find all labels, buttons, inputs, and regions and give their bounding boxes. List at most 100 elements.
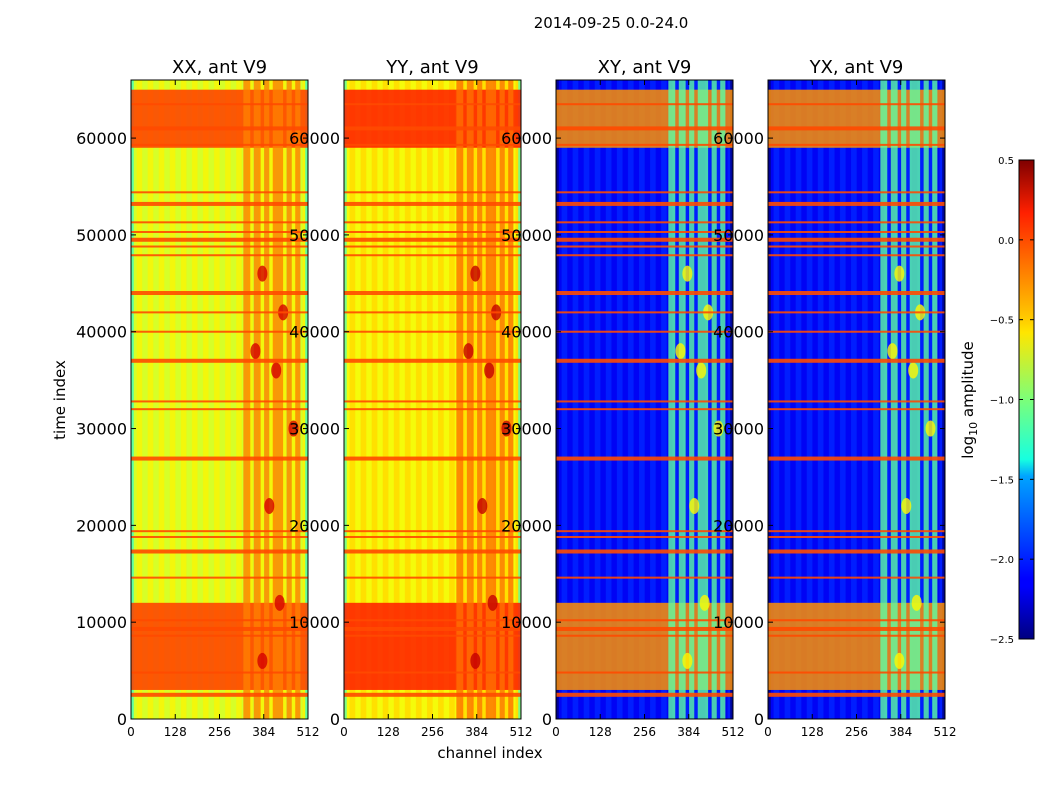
channel-stripe <box>817 80 824 719</box>
panel-0: XX, ant V9 0 128 256 384 512 0 10000 20000 30000 4… <box>76 57 319 739</box>
flagged-row <box>131 619 308 622</box>
x-tick-label: 256 <box>421 725 444 739</box>
colorbar-tick-label: −1.0 <box>990 396 1014 407</box>
panel-2: XY, ant V9 0 128 256 384 512 0 10000 20000 30000 4… <box>501 57 744 739</box>
colorbar-label-log: log <box>959 436 977 459</box>
channel-stripe <box>360 80 367 719</box>
flagged-row <box>344 576 521 579</box>
flagged-row <box>131 237 308 242</box>
flagged-row <box>344 692 521 697</box>
y-tick-label: 30000 <box>713 420 764 439</box>
rfi-blob <box>887 343 898 360</box>
rfi-blob <box>264 498 275 514</box>
figure-suptitle: 2014-09-25 0.0-24.0 <box>534 14 689 32</box>
flagged-row <box>556 408 733 411</box>
channel-stripe <box>355 80 362 719</box>
colorbar-label-subscript: 10 <box>967 422 980 436</box>
channel-stripe <box>493 80 500 719</box>
channel-stripe <box>705 80 712 719</box>
rfi-blob <box>470 265 481 282</box>
y-tick-label: 40000 <box>289 323 340 342</box>
rfi-column <box>477 80 483 719</box>
colorbar-label: log10 amplitude <box>959 341 980 458</box>
channel-stripe <box>823 80 830 719</box>
rfi-column <box>890 80 898 719</box>
y-tick-label: 50000 <box>501 226 552 245</box>
flagged-row <box>556 221 733 224</box>
flagged-row <box>131 126 308 131</box>
channel-stripe <box>213 80 220 719</box>
flagged-row <box>556 201 733 206</box>
channel-stripe <box>432 80 439 719</box>
flagged-row <box>131 671 308 674</box>
colorbar-ticks: 0.5 0.0 −0.5 −1.0 −1.5 −2.0 −2.5 <box>990 156 1034 646</box>
colorbar-tick-label: −2.0 <box>990 555 1014 566</box>
x-tick-label: 384 <box>677 725 700 739</box>
y-tick-label: 10000 <box>501 613 552 632</box>
channel-stripe <box>661 80 668 719</box>
channel-stripe <box>600 80 607 719</box>
colorbar-tick-label: 0.5 <box>998 156 1014 167</box>
channel-stripe <box>191 80 198 719</box>
flagged-row <box>344 549 521 554</box>
rfi-column <box>499 80 505 719</box>
flagged-row <box>556 231 733 234</box>
channel-stripe <box>567 80 574 719</box>
channel-stripe <box>605 80 612 719</box>
flagged-row <box>131 143 308 146</box>
channel-stripe <box>638 80 645 719</box>
x-tick-label: 128 <box>801 725 824 739</box>
flagged-row <box>344 530 521 533</box>
channel-stripe <box>694 80 701 719</box>
flagged-row <box>344 634 521 637</box>
flagged-row <box>344 626 521 631</box>
y-tick-label: 20000 <box>501 516 552 535</box>
flagged-row <box>131 530 308 533</box>
rfi-blob <box>682 265 693 282</box>
flagged-row <box>344 191 521 194</box>
rfi-blob <box>696 362 707 379</box>
flagged-row <box>131 408 308 411</box>
flagged-row <box>768 535 945 538</box>
flagged-row <box>768 126 945 131</box>
flagged-row <box>344 291 521 295</box>
flagged-row <box>131 400 308 403</box>
channel-stripe <box>504 80 511 719</box>
flagged-row <box>131 103 308 106</box>
flagged-row <box>131 626 308 631</box>
rfi-blob <box>288 420 299 437</box>
flagged-row <box>768 671 945 674</box>
flagged-row <box>556 143 733 146</box>
flagged-row <box>131 311 308 314</box>
flagged-row <box>556 456 733 461</box>
channel-stripe <box>186 80 193 719</box>
channel-stripe <box>344 80 351 719</box>
panel-image <box>131 80 308 719</box>
panels: XX, ant V9 0 128 256 384 512 0 10000 20000 30000 4… <box>76 57 956 739</box>
flagged-row <box>344 254 521 257</box>
x-axis-label: channel index <box>437 744 542 762</box>
rfi-column <box>880 80 888 719</box>
flagged-row <box>131 330 308 333</box>
flagged-row <box>344 358 521 363</box>
channel-stripe <box>349 80 356 719</box>
rfi-blob <box>463 343 474 360</box>
flagged-row <box>768 358 945 363</box>
flagged-row <box>556 535 733 538</box>
y-tick-label: 60000 <box>501 129 552 148</box>
x-tick-label: 512 <box>722 725 745 739</box>
channel-stripe <box>779 80 786 719</box>
channel-stripe <box>482 80 489 719</box>
panel-3: YX, ant V9 0 128 256 384 512 0 10000 20000 30000 4… <box>713 57 956 739</box>
channel-stripe <box>928 80 935 719</box>
channel-stripe <box>415 80 422 719</box>
channel-stripe <box>806 80 813 719</box>
flagged-row <box>131 535 308 538</box>
flagged-row <box>344 456 521 461</box>
flagged-row <box>768 103 945 106</box>
rfi-column <box>720 80 726 719</box>
panel-image <box>344 80 521 719</box>
y-tick-label: 0 <box>754 710 764 729</box>
flagged-row <box>768 400 945 403</box>
